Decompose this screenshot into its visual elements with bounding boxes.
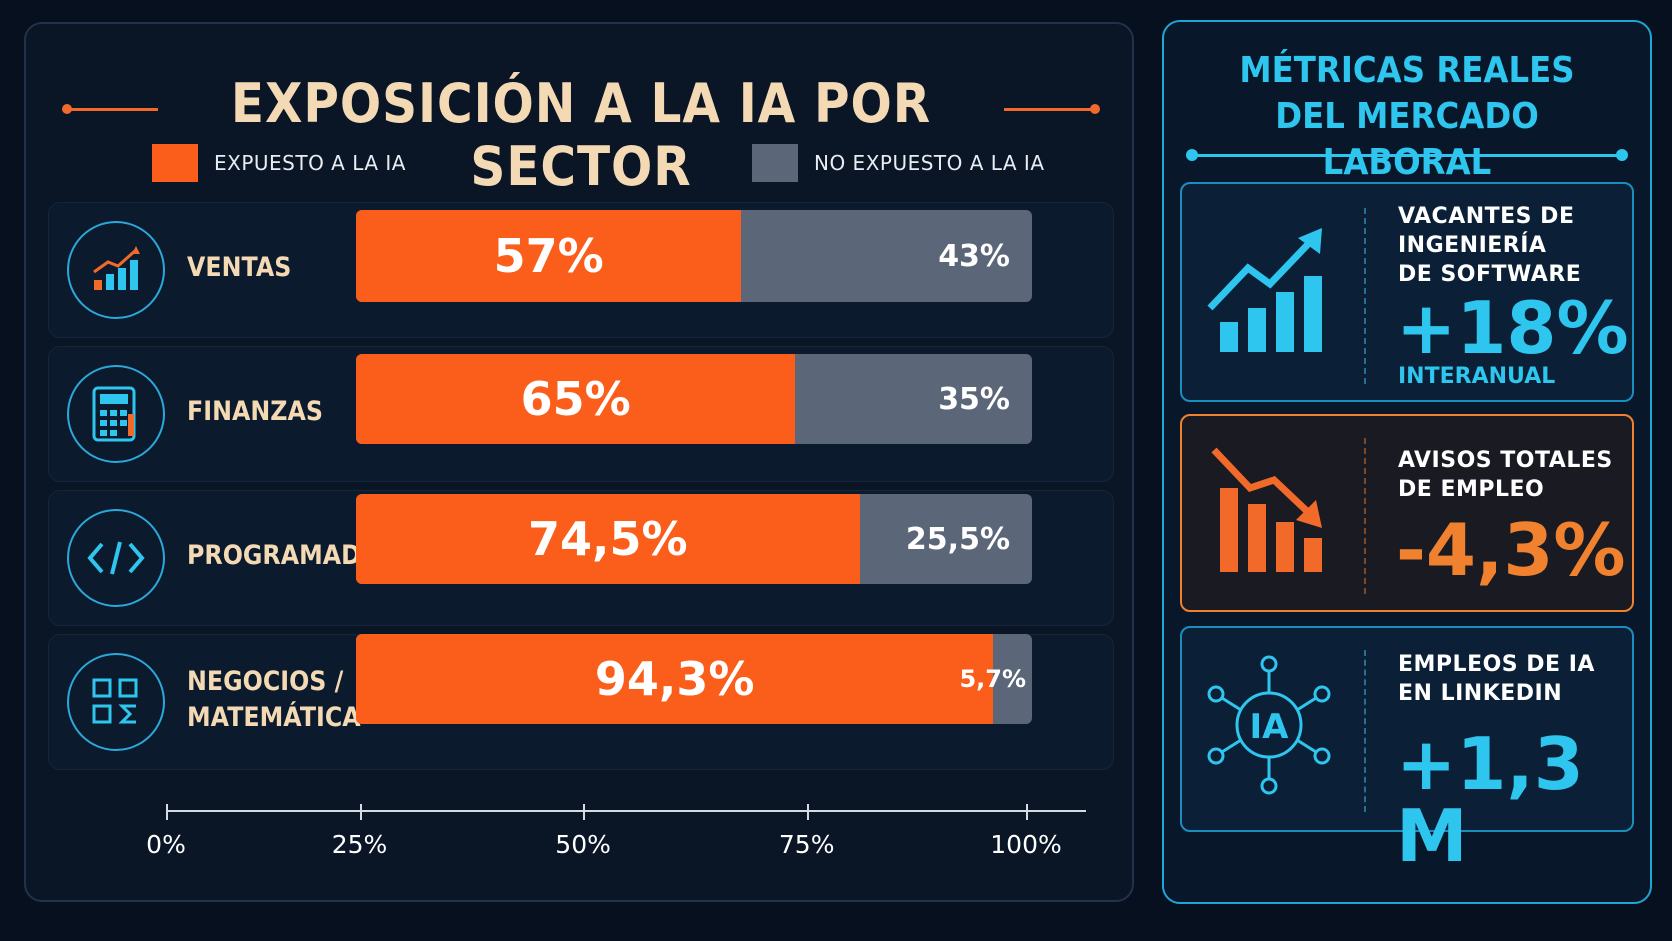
sector-label: VENTAS [187, 252, 292, 283]
bar-label-exposed: 65% [520, 372, 631, 426]
card-separator [1364, 208, 1366, 384]
x-axis-line [166, 810, 1086, 812]
x-axis-tick [806, 804, 809, 820]
sector-label-line1: NEGOCIOS / [187, 666, 344, 697]
card-label-line: AVISOS TOTALES [1398, 448, 1613, 473]
metrics-title-divider [1190, 154, 1624, 157]
title-decoration-left [64, 108, 158, 111]
math-symbols-icon [67, 653, 165, 751]
legend-swatch-exposed [152, 144, 198, 182]
card-subtitle: INTERANUAL [1398, 364, 1556, 389]
title-dot-left [62, 104, 72, 114]
bar-track: 57% 43% [356, 210, 1032, 302]
legend-swatch-not-exposed [752, 144, 798, 182]
bar-label-not-exposed: 43% [938, 238, 1010, 274]
divider-dot-left [1186, 149, 1198, 161]
x-axis-tick [166, 804, 168, 820]
bar-label-not-exposed: 35% [938, 381, 1010, 417]
card-label-line: VACANTES DE [1398, 204, 1575, 229]
metric-card-software-vacancies: VACANTES DE INGENIERÍA DE SOFTWARE +18% … [1180, 182, 1634, 402]
divider-dot-right [1616, 149, 1628, 161]
legend-exposed: EXPUESTO A LA IA [152, 144, 406, 182]
metrics-title: MÉTRICAS REALES DEL MERCADO LABORAL [1188, 48, 1625, 186]
card-label: AVISOS TOTALES DE EMPLEO [1398, 446, 1613, 504]
x-axis-tick-label: 25% [331, 830, 388, 859]
growth-chart-icon [67, 221, 165, 319]
bar-label-exposed: 94,3% [594, 652, 755, 706]
bar-exposed [356, 210, 742, 302]
bar-label-not-exposed: 5,7% [959, 665, 1026, 693]
card-label-line: EN LINKEDIN [1398, 681, 1563, 706]
x-axis-tick [583, 804, 586, 820]
x-axis-tick-label: 0% [146, 830, 186, 859]
card-separator [1364, 438, 1366, 594]
card-value: -4,3% [1396, 508, 1626, 592]
legend-label-not-exposed: NO EXPUESTO A LA IA [814, 151, 1045, 175]
sector-exposure-panel: EXPOSICIÓN A LA IA POR SECTOR EXPUESTO A… [24, 22, 1134, 902]
x-axis-tick-label: 100% [990, 830, 1062, 859]
metrics-title-line1: MÉTRICAS REALES [1239, 50, 1575, 91]
card-label: EMPLEOS DE IA EN LINKEDIN [1398, 650, 1595, 708]
bar-exposed [356, 354, 796, 444]
x-axis-tick-label: 50% [555, 830, 611, 859]
card-label-line: INGENIERÍA [1398, 233, 1547, 258]
x-axis-tick-label: 75% [778, 830, 835, 859]
bar-label-exposed: 74,5% [528, 512, 688, 566]
sector-label-line2: MATEMÁTICA [187, 702, 361, 733]
card-value: +1,3 M [1396, 722, 1584, 878]
calculator-icon [67, 365, 165, 463]
legend-not-exposed: NO EXPUESTO A LA IA [752, 144, 1045, 182]
metric-card-linkedin-ai-jobs: IA EMPLEOS DE IA EN LINKEDIN +1,3 M [1180, 626, 1634, 872]
card-label: VACANTES DE INGENIERÍA DE SOFTWARE [1398, 202, 1581, 289]
title-row: EXPOSICIÓN A LA IA POR SECTOR [26, 72, 1136, 198]
chart-title: EXPOSICIÓN A LA IA POR SECTOR [230, 72, 932, 198]
bar-track: 94,3% 5,7% [356, 634, 1032, 724]
card-separator [1364, 650, 1366, 812]
title-dot-right [1090, 104, 1100, 114]
bar-exposed [356, 634, 994, 724]
legend-label-exposed: EXPUESTO A LA IA [214, 151, 406, 175]
bar-label-not-exposed: 25,5% [905, 521, 1010, 557]
metrics-panel: MÉTRICAS REALES DEL MERCADO LABORAL VACA… [1162, 20, 1652, 904]
bar-exposed [356, 494, 860, 584]
sector-label: FINANZAS [187, 396, 323, 427]
trend-down-icon [1204, 442, 1354, 586]
card-label-line: DE SOFTWARE [1398, 262, 1582, 287]
code-icon [67, 509, 165, 607]
card-value: +18% [1396, 286, 1629, 370]
card-label-line: DE EMPLEO [1398, 477, 1545, 502]
bar-track: 74,5% 25,5% [356, 494, 1032, 584]
card-label-line: EMPLEOS DE IA [1398, 652, 1595, 677]
x-axis-tick [1026, 804, 1028, 820]
bar-track: 65% 35% [356, 354, 1032, 444]
metric-card-job-postings: AVISOS TOTALES DE EMPLEO -4,3% [1180, 414, 1634, 612]
title-decoration-right [1004, 108, 1098, 111]
ai-icon-letters: IA [1250, 707, 1290, 747]
x-axis-tick [359, 804, 362, 820]
metrics-title-line2: DEL MERCADO LABORAL [1275, 96, 1539, 183]
ai-network-icon: IA [1204, 650, 1354, 804]
bar-label-exposed: 57% [493, 229, 604, 283]
trend-up-icon [1204, 222, 1354, 366]
